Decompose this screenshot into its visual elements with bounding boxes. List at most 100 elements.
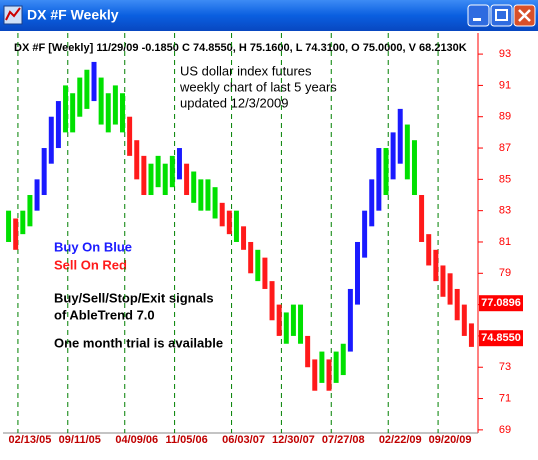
price-bar	[41, 148, 47, 196]
y-tick-label: 81	[499, 236, 511, 248]
chart-title: DX #F [Weekly] 11/29/09 -0.1850 C 74.855…	[14, 42, 467, 54]
x-tick-label: 12/30/07	[272, 434, 315, 446]
price-bar	[333, 351, 339, 383]
price-bar	[155, 155, 161, 188]
price-bar	[269, 281, 275, 321]
price-bar	[233, 210, 239, 242]
note: of AbleTrend 7.0	[54, 307, 155, 322]
y-tick-label: 85	[499, 173, 511, 185]
price-bar	[105, 93, 111, 133]
price-bar	[63, 85, 69, 133]
price-bar	[447, 273, 453, 305]
price-bar	[77, 77, 83, 117]
annotation: updated 12/3/2009	[180, 95, 288, 110]
legend-text: Sell On Red	[54, 257, 127, 272]
x-tick-label: 09/20/09	[429, 434, 472, 446]
chart-area	[0, 31, 538, 455]
y-tick-label: 69	[499, 424, 511, 436]
title-bar	[0, 0, 538, 31]
price-marker-label: 77.0896	[481, 297, 521, 309]
price-bar	[112, 85, 118, 125]
price-marker	[479, 295, 523, 312]
price-bar	[433, 249, 439, 282]
price-bar	[48, 116, 54, 164]
price-marker-label: 74.8550	[481, 332, 521, 344]
price-bar	[248, 241, 254, 274]
price-bar	[390, 132, 396, 180]
price-bar	[305, 335, 311, 368]
price-bar	[34, 179, 40, 211]
price-bar	[226, 210, 232, 235]
price-bar	[347, 288, 353, 352]
price-bar	[127, 116, 133, 156]
price-bar	[184, 163, 190, 196]
price-bar	[13, 218, 19, 250]
y-tick-label: 93	[499, 48, 511, 60]
maximize-button[interactable]	[490, 4, 513, 27]
price-bar	[355, 241, 360, 305]
price-bar	[376, 148, 382, 211]
price-bar	[162, 163, 168, 196]
price-bar	[326, 359, 332, 391]
price-bar	[169, 155, 175, 188]
price-bar	[6, 210, 12, 242]
price-bar	[98, 77, 104, 125]
window-title: DX #F Weekly	[27, 7, 119, 23]
price-bar	[369, 179, 375, 227]
price-bar	[219, 202, 225, 227]
price-bar	[55, 101, 61, 149]
legend-text: Buy On Blue	[54, 239, 132, 254]
price-bar	[298, 304, 304, 344]
price-bar	[283, 312, 289, 344]
price-bar	[205, 179, 211, 211]
x-tick-label: 02/13/05	[9, 434, 52, 446]
price-bar	[70, 93, 76, 133]
minimize-button[interactable]	[467, 4, 490, 27]
annotation: US dollar index futures	[180, 63, 312, 78]
price-bar	[404, 124, 410, 180]
x-tick-label: 07/27/08	[322, 434, 365, 446]
price-bar	[241, 226, 247, 250]
price-bar	[319, 351, 325, 383]
price-bar	[120, 93, 125, 133]
close-button[interactable]	[513, 4, 536, 27]
price-bar	[397, 108, 403, 164]
y-tick-label: 79	[499, 267, 511, 279]
price-bar	[255, 249, 261, 282]
y-tick-label: 71	[499, 392, 511, 404]
window-icon	[3, 5, 23, 25]
price-bar	[141, 155, 147, 196]
price-bar	[176, 148, 182, 180]
price-bar	[440, 265, 446, 297]
x-tick-label: 02/22/09	[379, 434, 422, 446]
price-marker	[479, 330, 523, 347]
y-tick-label: 87	[499, 142, 511, 154]
x-tick-label: 06/03/07	[222, 434, 265, 446]
price-bar	[212, 187, 218, 219]
price-bar	[27, 195, 33, 227]
price-bar	[468, 323, 474, 347]
price-bar	[262, 257, 268, 289]
note: Buy/Sell/Stop/Exit signals	[54, 290, 214, 305]
x-tick-label: 09/11/05	[59, 434, 101, 446]
price-bar	[20, 210, 26, 235]
price-bar	[426, 234, 432, 266]
price-bar	[290, 304, 296, 336]
y-tick-label: 91	[499, 79, 511, 91]
price-bar	[362, 210, 368, 258]
price-bar	[276, 304, 282, 336]
note: One month trial is available	[54, 335, 223, 350]
price-bar	[383, 148, 389, 196]
price-bar	[84, 69, 90, 109]
price-bar	[198, 179, 204, 211]
price-bar	[134, 140, 140, 180]
price-bar	[340, 343, 346, 376]
price-bar	[411, 140, 417, 196]
y-tick-label: 73	[499, 361, 511, 373]
price-bar	[312, 359, 318, 391]
price-bar	[148, 163, 154, 196]
x-tick-label: 04/09/06	[115, 434, 158, 446]
annotation: weekly chart of last 5 years	[179, 79, 337, 94]
